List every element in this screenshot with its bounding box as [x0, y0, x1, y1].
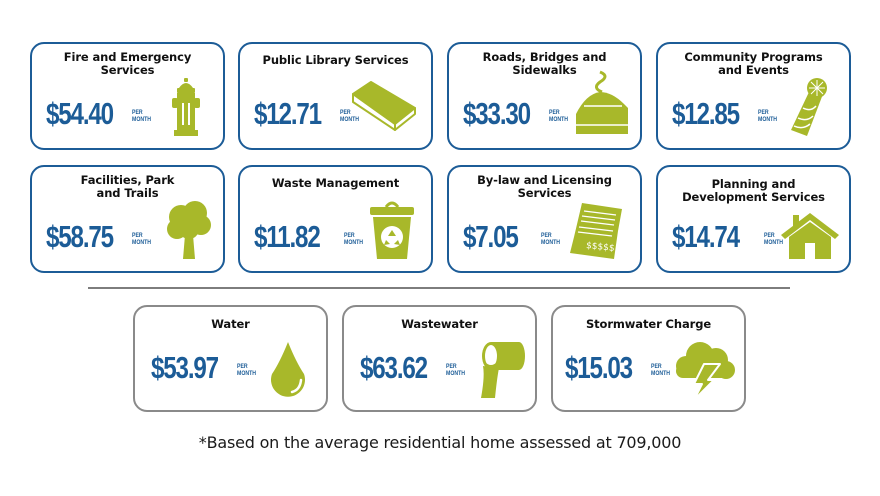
per-month-label: PER MONTH: [548, 109, 568, 123]
amount: $58.75: [46, 219, 114, 254]
recycling-bin-icon: [370, 201, 414, 259]
amount: $12.85: [672, 96, 740, 131]
pipe-icon: [481, 342, 525, 398]
service-card-roads: Roads, Bridges and Sidewalks $33.30 PER …: [447, 42, 642, 150]
fire-hydrant-icon: [172, 78, 200, 136]
road-icon: [576, 70, 628, 134]
amount: $14.74: [672, 219, 740, 254]
amount: $33.30: [463, 96, 531, 131]
price-row: $53.97 PER MONTH: [151, 352, 261, 384]
footnote: *Based on the average residential home a…: [198, 433, 682, 452]
card-title: Fire and Emergency Services: [63, 50, 192, 77]
per-month-label: PER MONTH: [541, 232, 561, 246]
card-title: Roads, Bridges and Sidewalks: [482, 50, 607, 77]
price-row: $14.74 PER MONTH: [672, 221, 788, 253]
price-row: $11.82 PER MONTH: [254, 221, 368, 253]
price-row: $33.30 PER MONTH: [463, 98, 573, 130]
card-title: Community Programs and Events: [684, 50, 823, 77]
card-title: By-law and Licensing Services: [477, 173, 612, 200]
per-month-label: PER MONTH: [344, 232, 364, 246]
card-title: Planning and Development Services: [682, 177, 825, 204]
price-row: $7.05 PER MONTH: [463, 221, 565, 253]
amount: $7.05: [463, 219, 519, 254]
per-month-label: PER MONTH: [339, 109, 359, 123]
book-icon: [352, 81, 416, 131]
per-month-label: PER MONTH: [131, 109, 151, 123]
utility-card-water: Water $53.97 PER MONTH: [133, 305, 328, 412]
price-row: $12.71 PER MONTH: [254, 98, 364, 130]
section-divider: [88, 287, 790, 289]
per-month-label: PER MONTH: [131, 232, 151, 246]
amount: $63.62: [360, 350, 428, 385]
service-card-library: Public Library Services $12.71 PER MONTH: [238, 42, 433, 150]
party-hat-icon: [791, 78, 827, 136]
card-title: Facilities, Park and Trails: [80, 173, 175, 200]
card-title: Water: [211, 317, 250, 331]
card-title: Waste Management: [271, 176, 400, 190]
tree-icon: [167, 201, 211, 259]
card-title: Stormwater Charge: [585, 317, 712, 331]
amount: $15.03: [565, 350, 633, 385]
price-row: $58.75 PER MONTH: [46, 221, 156, 253]
card-title: Wastewater: [401, 317, 478, 331]
service-card-fire: Fire and Emergency Services $54.40 PER M…: [30, 42, 225, 150]
amount: $54.40: [46, 96, 114, 131]
per-month-label: PER MONTH: [757, 109, 777, 123]
price-row: $54.40 PER MONTH: [46, 98, 156, 130]
amount: $12.71: [254, 96, 322, 131]
water-drop-icon: [271, 342, 305, 397]
receipt-icon: $$$$$: [570, 203, 622, 259]
house-icon: [781, 213, 839, 259]
service-card-planning: Planning and Development Services $14.74…: [656, 165, 851, 273]
card-title: Public Library Services: [262, 53, 409, 67]
per-month-label: PER MONTH: [236, 363, 256, 377]
utility-card-stormwater: Stormwater Charge $15.03 PER MONTH: [551, 305, 746, 412]
receipt-text: $$$$$: [586, 241, 616, 254]
amount: $11.82: [254, 219, 321, 254]
service-card-facilities: Facilities, Park and Trails $58.75 PER M…: [30, 165, 225, 273]
per-month-label: PER MONTH: [763, 232, 783, 246]
storm-cloud-icon: [676, 342, 735, 401]
per-month-label: PER MONTH: [650, 363, 670, 377]
service-card-community: Community Programs and Events $12.85 PER…: [656, 42, 851, 150]
service-card-bylaw: By-law and Licensing Services $7.05 PER …: [447, 165, 642, 273]
price-row: $15.03 PER MONTH: [565, 352, 675, 384]
per-month-label: PER MONTH: [445, 363, 465, 377]
amount: $53.97: [151, 350, 219, 385]
service-card-waste: Waste Management $11.82 PER MONTH: [238, 165, 433, 273]
price-row: $12.85 PER MONTH: [672, 98, 782, 130]
utility-card-wastewater: Wastewater $63.62 PER MONTH: [342, 305, 537, 412]
price-row: $63.62 PER MONTH: [360, 352, 470, 384]
